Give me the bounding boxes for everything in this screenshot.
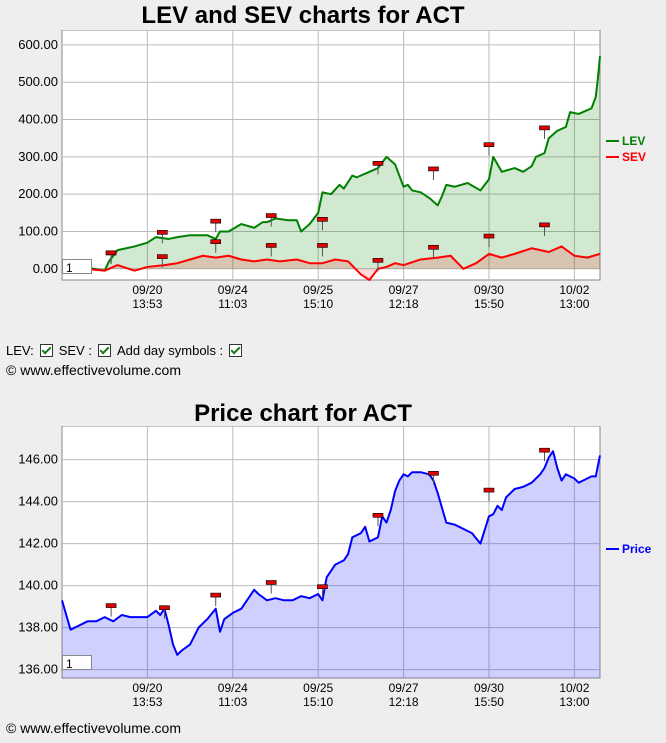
y-tick-label: 100.00 <box>18 223 58 238</box>
chart1-title: LEV and SEV charts for ACT <box>141 2 465 29</box>
series-area-price <box>62 451 600 678</box>
x-tick-date: 09/25 <box>303 283 333 297</box>
day-marker <box>265 580 277 585</box>
x-tick-date: 09/20 <box>132 681 162 695</box>
day-marker <box>428 470 439 476</box>
x-tick-date: 09/27 <box>389 681 419 695</box>
y-tick-label: 146.00 <box>18 452 58 467</box>
day-marker <box>372 513 384 518</box>
x-tick-time: 13:53 <box>132 695 162 709</box>
zoom-input-2[interactable]: 1 <box>62 655 92 671</box>
x-tick-time: 12:18 <box>389 695 419 709</box>
x-tick-date: 09/24 <box>218 681 248 695</box>
x-tick-date: 09/30 <box>474 681 504 695</box>
x-tick-time: 12:18 <box>389 297 419 311</box>
zoom-input-1[interactable]: 1 <box>62 259 92 275</box>
x-tick-date: 09/27 <box>389 283 419 297</box>
x-tick-time: 13:00 <box>559 695 589 709</box>
x-tick-time: 11:03 <box>218 297 247 311</box>
series-line-sev <box>62 245 601 281</box>
plot-area <box>61 30 601 281</box>
x-tick-time: 15:50 <box>474 297 504 311</box>
day-marker <box>317 216 328 222</box>
day-marker <box>159 605 170 610</box>
x-tick-time: 15:10 <box>303 695 333 709</box>
y-tick-label: 142.00 <box>18 536 58 551</box>
y-tick-label: 600.00 <box>18 37 58 52</box>
plot-area <box>61 426 601 679</box>
series-line-price <box>61 450 601 656</box>
x-tick-time: 15:10 <box>303 297 333 311</box>
day-marker <box>372 258 384 263</box>
lev-checkbox[interactable] <box>39 344 53 357</box>
day-marker <box>105 603 117 608</box>
y-tick-label: 0.00 <box>33 261 58 276</box>
lev-sev-chart: 0.00 100.00 200.00 300.00 400.00 500.00 600.00… <box>18 30 646 311</box>
chart2-title: Price chart for ACT <box>194 400 412 427</box>
legend-label-sev: SEV <box>622 150 646 164</box>
day-symbols-checkbox[interactable] <box>229 344 243 357</box>
day-marker <box>210 592 222 598</box>
day-marker <box>483 142 495 147</box>
copyright-1: © www.effectivevolume.com <box>6 362 182 378</box>
copyright-2: © www.effectivevolume.com <box>6 720 182 736</box>
y-tick-label: 400.00 <box>18 112 58 127</box>
y-tick-label: 136.00 <box>18 662 58 677</box>
day-marker <box>265 213 277 218</box>
day-symbols-label: Add day symbols : <box>116 343 224 358</box>
y-tick-label: 500.00 <box>18 74 58 89</box>
y-tick-label: 200.00 <box>18 186 58 201</box>
y-tick-label: 144.00 <box>18 494 58 509</box>
day-marker <box>428 244 439 250</box>
day-marker <box>105 250 117 256</box>
day-marker <box>317 243 328 248</box>
x-tick-time: 11:03 <box>218 695 247 709</box>
sev-label: SEV : <box>58 343 92 358</box>
x-tick-time: 13:53 <box>132 297 162 311</box>
x-tick-time: 15:50 <box>474 695 504 709</box>
x-tick-date: 09/25 <box>303 681 333 695</box>
x-tick-date: 10/02 <box>559 283 589 297</box>
y-tick-label: 140.00 <box>18 578 58 593</box>
day-marker <box>317 584 328 589</box>
x-tick-date: 09/24 <box>218 283 248 297</box>
legend-label-lev: LEV <box>622 134 645 148</box>
y-tick-label: 300.00 <box>18 149 58 164</box>
lev-label: LEV: <box>6 343 34 358</box>
day-marker <box>210 218 222 224</box>
x-tick-date: 09/20 <box>132 283 162 297</box>
day-marker <box>539 447 550 453</box>
day-marker <box>428 166 439 172</box>
x-tick-time: 13:00 <box>559 297 589 311</box>
series-area-sev <box>62 246 600 280</box>
day-marker <box>265 243 277 248</box>
x-tick-date: 10/02 <box>559 681 589 695</box>
price-chart: 136.00 138.00 140.00 142.00 144.00 146.00 09/2… <box>18 426 652 709</box>
day-marker <box>539 125 550 131</box>
day-marker <box>372 161 384 166</box>
day-marker <box>539 222 550 228</box>
day-marker <box>483 487 495 493</box>
day-marker <box>157 254 168 259</box>
chart-controls: LEV: SEV : Add day symbols : <box>6 343 244 358</box>
legend-label-price: Price <box>622 542 652 556</box>
x-tick-date: 09/30 <box>474 283 504 297</box>
sev-checkbox[interactable] <box>97 344 111 357</box>
day-marker <box>210 239 222 244</box>
y-tick-label: 138.00 <box>18 620 58 635</box>
day-marker <box>157 230 168 235</box>
day-marker <box>483 233 495 239</box>
series-area-lev <box>62 56 600 271</box>
